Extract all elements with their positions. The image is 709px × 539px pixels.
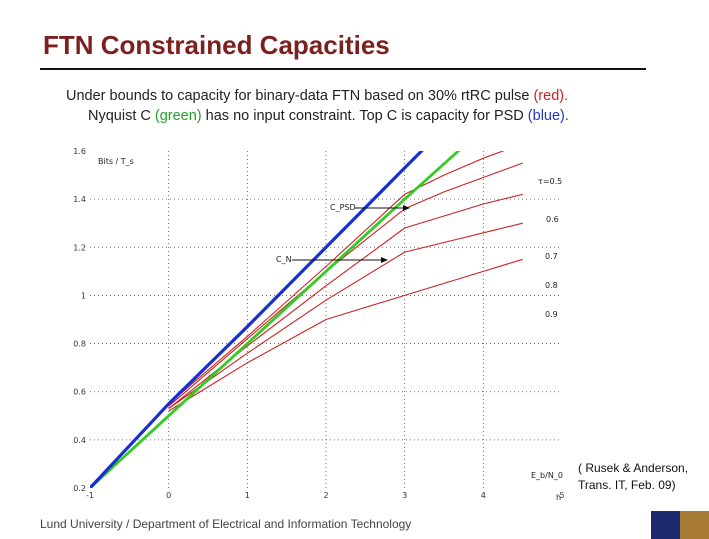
subtitle-blue-label: (blue).: [527, 108, 569, 124]
y-tick-label: 0.6: [73, 388, 86, 397]
y-tick-label: 1.6: [73, 147, 86, 156]
x-tick-label: -1: [86, 491, 94, 500]
series-line-C-PSD: [90, 151, 424, 488]
y-tick-label: 1.4: [73, 195, 86, 204]
title-underline: [40, 68, 646, 70]
chart-ticks: -1 0 1 2 3 4 5 0.2 0.4 0.6 0.8 1 1.2 1.4 1.6: [73, 147, 564, 500]
y-axis-label: Bits / T_s: [98, 157, 134, 166]
footer-bar-blue: [651, 511, 680, 539]
series-line-0-9: [168, 258, 523, 412]
series-line-0-8: [168, 222, 523, 410]
slide-subtitle: Under bounds to capacity for binary-data…: [66, 86, 646, 126]
y-tick-label: 0.8: [73, 340, 86, 349]
cpsd-arrowhead: [403, 205, 410, 211]
subtitle-line2-text-a: Nyquist C: [88, 108, 155, 124]
series-line-0-6: [168, 162, 523, 407]
x-tick-label: 4: [481, 491, 486, 500]
citation-line2: Trans. IT, Feb. 09): [578, 478, 676, 492]
citation-line1: ( Rusek & Anderson,: [578, 461, 689, 475]
cpsd-label: C_PSD: [330, 203, 356, 212]
x-axis-unit: h: [556, 493, 561, 502]
subtitle-line2-text-c: has no input constraint. Top C is capaci…: [201, 108, 528, 124]
chart-series: [90, 151, 523, 488]
x-axis-label: E_b/N_0: [531, 471, 563, 480]
series-line-C-N: [90, 151, 461, 488]
curve-label-0: τ=0.5: [538, 177, 562, 186]
cn-label: C_N: [276, 255, 292, 264]
series-line-tau-0-5: [168, 151, 505, 405]
curve-label-3: 0.8: [545, 281, 558, 290]
series-line-0-7: [168, 193, 523, 410]
curve-label-2: 0.7: [545, 252, 558, 261]
x-tick-label: 1: [245, 491, 250, 500]
curve-label-4: 0.9: [545, 310, 558, 319]
y-tick-label: 0.4: [73, 436, 86, 445]
y-tick-label: 0.2: [73, 484, 86, 493]
cn-arrowhead: [381, 257, 388, 263]
curve-label-1: 0.6: [546, 215, 559, 224]
y-tick-label: 1: [81, 291, 86, 300]
subtitle-line1-text: Under bounds to capacity for binary-data…: [66, 88, 534, 104]
footer-text: Lund University / Department of Electric…: [40, 517, 412, 531]
chart-annotations: Bits / T_s E_b/N_0 h C_PSD C_N τ=0.5 0.6…: [98, 157, 563, 502]
y-tick-label: 1.2: [73, 243, 86, 252]
x-tick-label: 0: [166, 491, 171, 500]
slide-title: FTN Constrained Capacities: [43, 30, 390, 60]
subtitle-red-label: (red).: [533, 88, 569, 104]
subtitle-green-label: (green): [154, 108, 202, 124]
x-tick-label: 5: [559, 491, 564, 500]
x-tick-label: 3: [402, 491, 407, 500]
x-tick-label: 2: [323, 491, 328, 500]
citation: ( Rusek & Anderson, Trans. IT, Feb. 09): [578, 460, 688, 494]
footer-bar-gold: [680, 511, 709, 539]
